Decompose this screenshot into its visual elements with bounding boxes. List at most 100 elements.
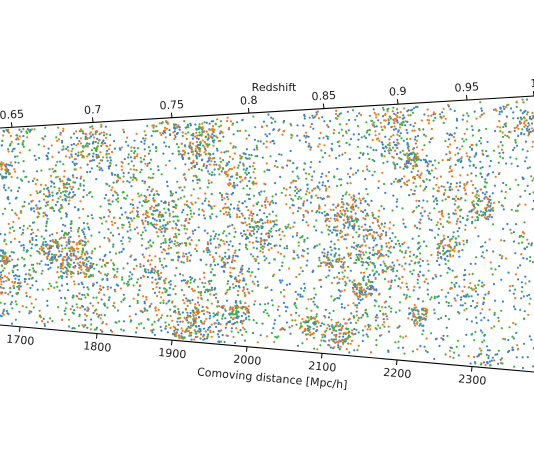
scatter-point: [192, 313, 195, 316]
scatter-point: [241, 214, 244, 217]
scatter-point: [32, 270, 35, 273]
scatter-point: [92, 282, 95, 285]
scatter-point: [255, 146, 258, 149]
scatter-point: [247, 315, 250, 318]
scatter-point: [357, 331, 360, 334]
scatter-point: [523, 117, 526, 120]
scatter-point: [338, 328, 341, 331]
scatter-point: [15, 196, 18, 199]
scatter-point: [163, 282, 166, 285]
scatter-point: [26, 227, 29, 230]
scatter-point: [164, 129, 167, 132]
scatter-point: [440, 185, 443, 188]
scatter-point: [381, 306, 384, 309]
scatter-point: [404, 251, 407, 255]
scatter-point: [35, 204, 38, 207]
scatter-point: [307, 224, 310, 227]
scatter-point: [6, 256, 9, 259]
scatter-point: [497, 362, 500, 365]
scatter-point: [528, 124, 531, 127]
scatter-point: [296, 124, 299, 127]
scatter-point: [346, 172, 350, 175]
scatter-point: [475, 117, 478, 120]
scatter-point: [222, 135, 225, 138]
scatter-point: [196, 335, 199, 338]
scatter-point: [341, 194, 344, 197]
scatter-point: [483, 333, 486, 336]
scatter-point: [73, 168, 76, 171]
scatter-point: [103, 216, 106, 219]
scatter-point: [412, 253, 415, 256]
scatter-point: [193, 329, 196, 332]
scatter-point: [207, 182, 211, 185]
scatter-point: [485, 345, 489, 348]
scatter-point: [226, 195, 229, 199]
scatter-point: [192, 174, 195, 177]
scatter-point: [35, 170, 39, 173]
scatter-point: [128, 223, 131, 226]
scatter-point: [87, 226, 90, 229]
scatter-point: [151, 281, 154, 284]
scatter-point: [329, 246, 332, 249]
scatter-point: [360, 271, 363, 274]
scatter-point: [38, 247, 41, 250]
scatter-point: [315, 229, 318, 232]
scatter-point: [261, 245, 264, 248]
scatter-point: [325, 174, 328, 177]
scatter-point: [496, 125, 499, 128]
scatter-point: [350, 312, 353, 315]
scatter-point: [150, 302, 153, 305]
scatter-point: [198, 327, 201, 330]
scatter-point: [7, 163, 10, 166]
scatter-point: [294, 290, 297, 293]
scatter-point: [181, 320, 184, 323]
scatter-point: [288, 194, 291, 197]
scatter-point: [189, 147, 192, 150]
scatter-point: [312, 300, 315, 303]
scatter-point: [403, 293, 406, 296]
scatter-point: [491, 171, 495, 174]
scatter-point: [192, 142, 195, 145]
scatter-point: [190, 215, 193, 218]
scatter-point: [368, 133, 371, 136]
scatter-point: [122, 128, 125, 131]
scatter-point: [324, 264, 327, 267]
scatter-point: [248, 225, 251, 229]
scatter-point: [371, 287, 374, 290]
scatter-point: [59, 131, 62, 134]
scatter-point: [170, 194, 174, 197]
scatter-point: [380, 234, 383, 237]
scatter-point: [379, 252, 382, 255]
scatter-point: [278, 244, 282, 247]
scatter-point: [59, 191, 63, 195]
scatter-point: [258, 209, 261, 212]
scatter-point: [493, 184, 496, 187]
scatter-point: [157, 215, 160, 218]
scatter-point: [248, 134, 251, 137]
scatter-point: [362, 217, 365, 220]
scatter-point: [249, 274, 252, 277]
scatter-point: [17, 138, 20, 141]
scatter-point: [337, 213, 340, 216]
scatter-point: [323, 252, 326, 255]
scatter-point: [358, 228, 361, 231]
scatter-point: [296, 210, 299, 213]
scatter-point: [496, 353, 499, 356]
scatter-point: [111, 223, 114, 226]
scatter-point: [101, 322, 104, 325]
scatter-point: [456, 220, 459, 223]
scatter-point: [154, 255, 157, 258]
scatter-point: [231, 224, 234, 227]
scatter-point: [218, 132, 222, 135]
scatter-point: [168, 293, 171, 296]
scatter-point: [122, 248, 125, 251]
scatter-point: [349, 269, 352, 272]
scatter-point: [38, 309, 41, 312]
scatter-point: [75, 130, 78, 133]
scatter-point: [396, 111, 399, 114]
scatter-point: [196, 134, 199, 137]
scatter-point: [77, 154, 80, 157]
scatter-point: [463, 269, 466, 272]
scatter-point: [151, 331, 154, 334]
scatter-point: [72, 142, 76, 146]
